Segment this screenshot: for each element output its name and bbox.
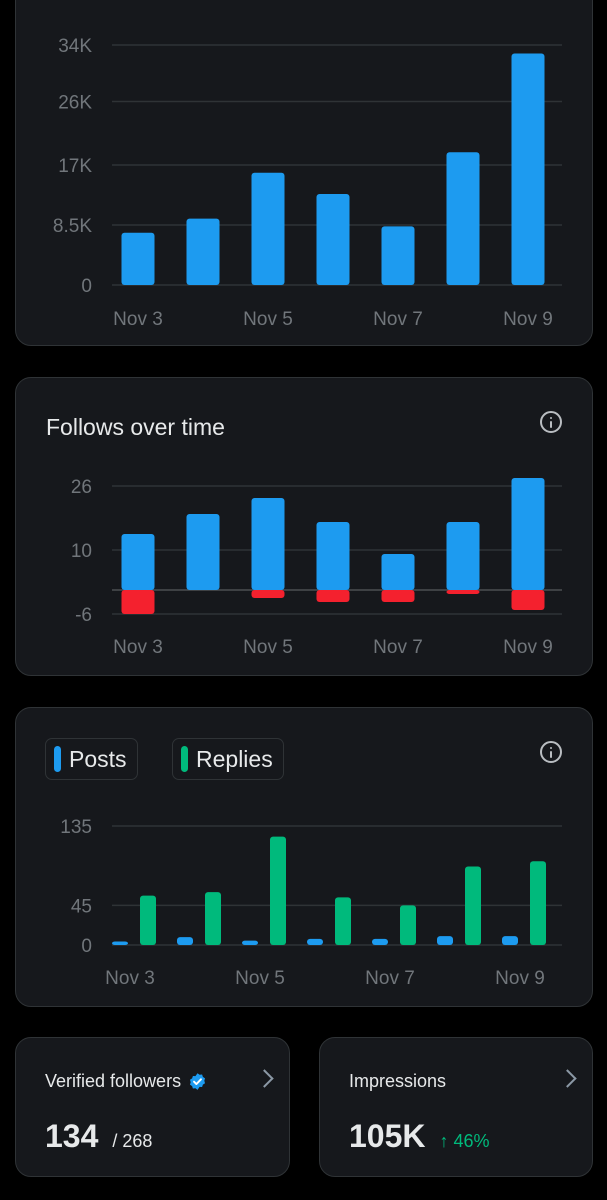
y-tick-label: 45 (71, 896, 92, 917)
x-tick-label: Nov 5 (243, 309, 293, 330)
x-tick-label: Nov 9 (503, 637, 553, 658)
x-tick-label: Nov 7 (373, 637, 423, 658)
bar-follows (511, 478, 545, 590)
bar-replies (530, 861, 546, 945)
follows-chart: -6 10 26 Nov 3 Nov 5 Nov 7 Nov 9 (71, 477, 562, 658)
y-tick-label: 8.5K (53, 216, 92, 237)
x-tick-label: Nov 9 (503, 309, 553, 330)
bar-unfollows (511, 590, 545, 610)
posts-replies-chart-card: Posts Replies 0 45 135 Nov 3 Nov 5 Nov 7 Nov 9 (15, 707, 593, 1007)
bar-follows (316, 522, 350, 590)
y-tick-label: -6 (75, 605, 92, 626)
bar-posts (437, 936, 453, 945)
bar-follows (446, 522, 480, 590)
y-tick-label: 26 (71, 477, 92, 498)
bar-posts (307, 938, 323, 945)
info-icon[interactable] (540, 741, 562, 763)
x-tick-label: Nov 7 (365, 968, 415, 989)
bar-replies (140, 895, 156, 945)
bar-posts (372, 938, 388, 945)
impressions-change: ↑ 46% (439, 1131, 490, 1151)
x-tick-label: Nov 5 (235, 968, 285, 989)
verified-followers-value-row: 134 / 268 (45, 1118, 152, 1155)
bar-values (446, 152, 480, 285)
y-tick-label: 0 (81, 936, 92, 957)
impressions-card[interactable]: Impressions 105K ↑ 46% (319, 1037, 593, 1177)
bar-posts (177, 937, 193, 945)
bar-replies (335, 897, 351, 945)
x-tick-label: Nov 3 (113, 637, 163, 658)
bar-unfollows (316, 590, 350, 602)
chevron-right-icon (255, 1069, 274, 1088)
y-tick-label: 17K (58, 156, 92, 177)
verified-followers-total: / 268 (112, 1131, 153, 1151)
x-tick-label: Nov 3 (105, 968, 155, 989)
bar-values (511, 53, 545, 286)
impressions-chart: 0 8.5K 17K 26K 34K Nov 3 Nov 5 Nov 7 Nov 9 (53, 36, 562, 330)
x-tick-label: Nov 3 (113, 309, 163, 330)
y-tick-label: 26K (58, 92, 92, 113)
legend-replies-label: Replies (196, 745, 273, 772)
verified-followers-title-row: Verified followers (45, 1071, 207, 1092)
bar-replies (205, 892, 221, 945)
y-tick-label: 10 (71, 541, 92, 562)
x-tick-label: Nov 5 (243, 637, 293, 658)
bar-replies (400, 905, 416, 945)
x-tick-label: Nov 7 (373, 309, 423, 330)
impressions-value: 105K (349, 1118, 426, 1154)
verified-followers-title: Verified followers (45, 1071, 182, 1091)
bar-unfollows (381, 590, 415, 602)
bar-follows (121, 534, 155, 590)
bar-replies (465, 866, 481, 945)
impressions-chart-card: 0 8.5K 17K 26K 34K Nov 3 Nov 5 Nov 7 Nov 9 (15, 0, 593, 346)
bar-values (316, 193, 350, 285)
bar-values (121, 232, 155, 285)
y-tick-label: 34K (58, 36, 92, 57)
follows-chart-title: Follows over time (46, 414, 225, 440)
verified-followers-value: 134 (45, 1118, 99, 1154)
bar-unfollows (251, 590, 285, 598)
impressions-title: Impressions (349, 1071, 447, 1091)
bar-follows (186, 514, 220, 590)
bar-posts (242, 940, 258, 945)
bar-values (186, 218, 220, 285)
impressions-value-row: 105K ↑ 46% (349, 1118, 490, 1155)
bar-values (381, 226, 415, 285)
x-tick-label: Nov 9 (495, 968, 545, 989)
y-tick-label: 135 (60, 817, 92, 838)
bar-follows (381, 554, 415, 590)
legend-posts-label: Posts (69, 745, 127, 772)
bar-unfollows (446, 590, 480, 594)
verified-followers-card[interactable]: Verified followers 134 / 268 (15, 1037, 290, 1177)
bar-posts (112, 941, 128, 945)
replies-swatch (181, 746, 188, 772)
bar-follows (251, 498, 285, 590)
info-icon[interactable] (540, 411, 562, 433)
bar-replies (270, 836, 286, 945)
legend-posts-toggle[interactable]: Posts (45, 738, 138, 780)
legend-replies-toggle[interactable]: Replies (172, 738, 284, 780)
posts-swatch (54, 746, 61, 772)
y-tick-label: 0 (81, 276, 92, 297)
bar-values (251, 172, 285, 285)
chevron-right-icon (558, 1069, 577, 1088)
follows-chart-card: Follows over time -6 10 26 Nov 3 Nov 5 Nov 7 N… (15, 377, 593, 676)
verified-badge-icon (190, 1073, 206, 1090)
posts-replies-chart: 0 45 135 Nov 3 Nov 5 Nov 7 Nov 9 (60, 817, 562, 989)
bar-posts (502, 936, 518, 945)
bar-unfollows (121, 590, 155, 614)
